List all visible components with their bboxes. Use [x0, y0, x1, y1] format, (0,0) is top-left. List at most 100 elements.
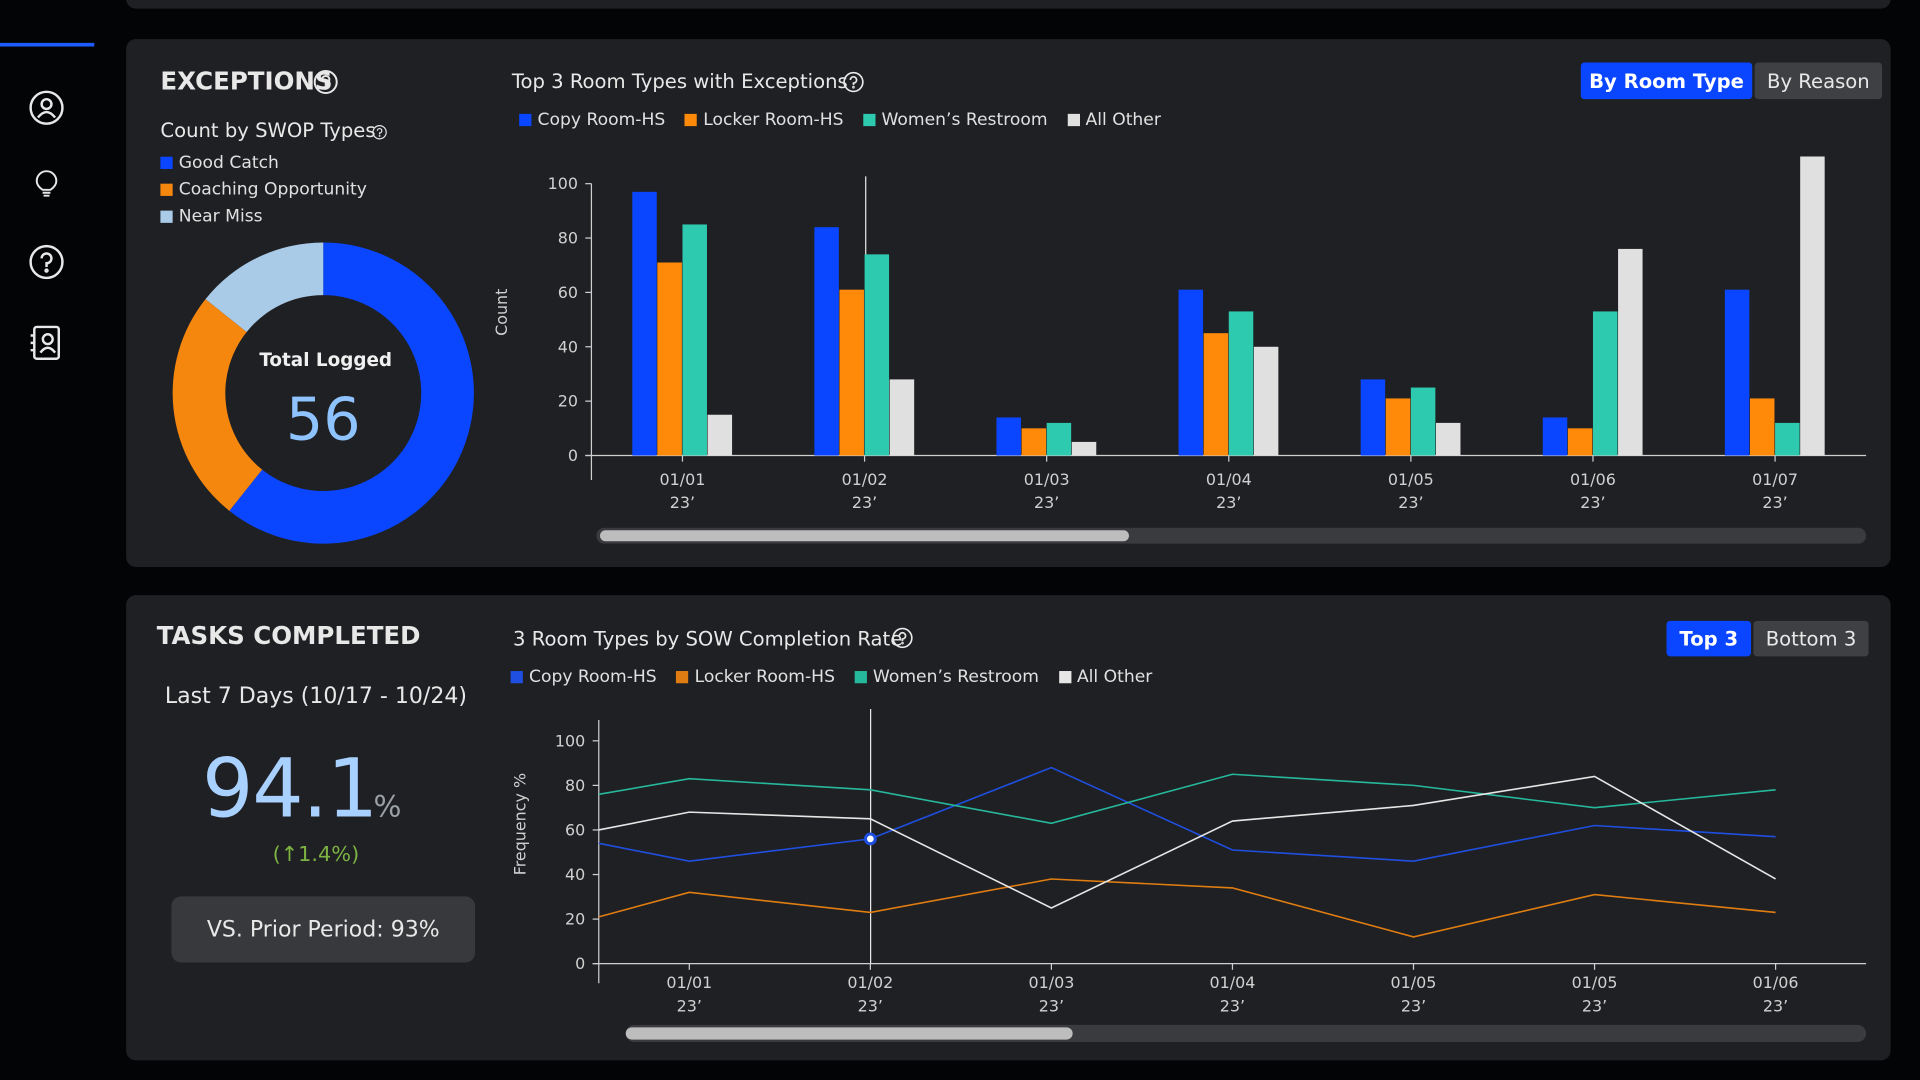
toggle-button-active[interactable]: Top 3 [1666, 620, 1752, 657]
donut-center-value: 56 [286, 385, 361, 454]
x-tick-label: 01/05 23’ [1390, 974, 1437, 1017]
x-tick-label: 01/02 23’ [841, 471, 888, 514]
panel-cutoff [126, 0, 1891, 9]
bar [657, 262, 682, 456]
y-tick-label: 80 [565, 776, 585, 795]
legend-swatch [1058, 671, 1071, 684]
help-icon[interactable] [313, 70, 338, 95]
legend-label: Coaching Opportunity [178, 180, 367, 200]
sidebar-icons [29, 90, 64, 361]
nav-idea-icon[interactable] [35, 170, 58, 197]
bar [1567, 428, 1593, 456]
bar [1021, 428, 1047, 456]
donut-center-label: Total Logged [259, 350, 392, 371]
bar [1435, 422, 1461, 456]
legend-item: Locker Room-HS [684, 110, 844, 130]
y-tick-label: 60 [558, 283, 578, 302]
x-tick-label: 01/04 23’ [1209, 974, 1256, 1017]
bar [1203, 333, 1229, 456]
legend-swatch [160, 156, 173, 169]
tasks-panel [126, 595, 1891, 1061]
legend-label: Women’s Restroom [872, 667, 1039, 687]
help-icon[interactable] [372, 125, 387, 140]
completion-rate: 94.1 [202, 742, 378, 837]
toggle-button-active[interactable]: By Room Type [1580, 62, 1753, 100]
donut-slice [229, 242, 474, 544]
legend-item: Near Miss [160, 207, 366, 227]
bar [1618, 248, 1643, 456]
legend-swatch [863, 113, 876, 127]
bar [1178, 289, 1204, 456]
y-tick-label: 100 [555, 731, 585, 750]
y-tick-label: 40 [565, 865, 585, 884]
bar [864, 254, 890, 456]
section-title: TASKS COMPLETED [156, 620, 421, 651]
donut-slice [205, 242, 324, 332]
legend-swatch [519, 113, 532, 127]
legend-label: Near Miss [178, 206, 263, 227]
legend-label: All Other [1076, 667, 1153, 687]
legend-label: Good Catch [178, 153, 279, 173]
legend-item: All Other [1058, 667, 1153, 687]
legend-item: Women’s Restroom [854, 667, 1039, 687]
bar [889, 379, 915, 456]
bar [1410, 387, 1436, 456]
help-icon[interactable] [843, 71, 864, 93]
legend-label: Copy Room-HS [528, 667, 657, 687]
chart-title: Top 3 Room Types with Exceptions [511, 69, 848, 94]
rate-change: (↑1.4%) [272, 842, 360, 867]
prior-period-box: VS. Prior Period: 93% [171, 896, 476, 963]
toggle-button[interactable]: By Reason [1754, 62, 1883, 100]
legend-item: Women’s Restroom [863, 110, 1048, 130]
bar [1749, 398, 1775, 456]
hover-point [863, 832, 877, 846]
toggle-button[interactable]: Bottom 3 [1753, 620, 1869, 657]
bar [996, 417, 1021, 456]
legend-item: Coaching Opportunity [160, 180, 367, 200]
legend-item: Locker Room-HS [676, 667, 835, 687]
line-series [598, 878, 1776, 938]
y-tick-label: 80 [558, 229, 578, 248]
bar [1253, 346, 1279, 456]
y-tick-label: 20 [558, 392, 578, 411]
nav-contacts-icon[interactable] [30, 325, 61, 361]
scrollbar-thumb[interactable] [625, 1027, 1073, 1040]
bar [1775, 422, 1800, 456]
y-tick-label: 0 [568, 446, 578, 465]
y-tick-label: 20 [565, 910, 585, 929]
legend-swatch [510, 671, 523, 684]
nav-indicator [0, 42, 95, 47]
bar [1542, 417, 1568, 456]
legend-swatch [1067, 113, 1080, 127]
x-tick-label: 01/05 23’ [1387, 471, 1434, 514]
donut-slice [172, 299, 263, 511]
line-series [598, 775, 1776, 909]
nav-help-icon[interactable] [29, 244, 64, 280]
rate-unit: % [373, 789, 402, 825]
legend-item: Copy Room-HS [519, 110, 665, 130]
y-axis-label: Frequency % [510, 773, 529, 875]
legend-item: Copy Room-HS [510, 667, 657, 687]
x-tick-label: 01/06 23’ [1570, 471, 1616, 514]
legend-swatch [160, 210, 173, 223]
nav-user-icon[interactable] [29, 90, 64, 125]
legend-label: Copy Room-HS [537, 110, 666, 130]
scrollbar-thumb[interactable] [600, 530, 1129, 542]
chart-title: Count by SWOP Types [160, 118, 376, 143]
bar [1046, 422, 1072, 456]
legend-label: Locker Room-HS [694, 667, 835, 687]
x-tick-label: 01/01 23’ [666, 974, 713, 1017]
bar [1228, 311, 1254, 456]
help-icon[interactable] [892, 627, 913, 649]
legend: Good Catch Coaching Opportunity Near Miss [160, 153, 367, 227]
y-tick-label: 0 [575, 954, 585, 973]
x-tick-label: 01/02 23’ [847, 974, 894, 1017]
y-axis-label: Count [492, 289, 511, 336]
y-tick-label: 40 [558, 337, 578, 356]
x-tick-label: 01/03 23’ [1023, 471, 1070, 514]
legend: Copy Room-HS Locker Room-HS Women’s Restro… [519, 110, 1161, 130]
bar [1385, 398, 1411, 456]
help-icons [313, 70, 913, 649]
